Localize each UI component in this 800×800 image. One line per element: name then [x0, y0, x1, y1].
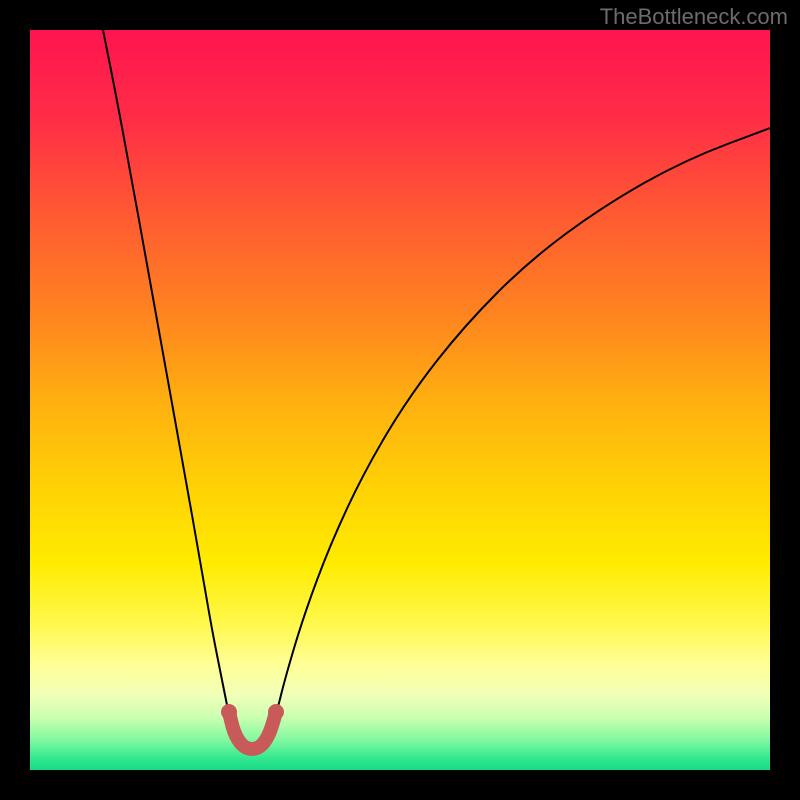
emphasis-u	[229, 712, 276, 749]
plot-area	[30, 30, 770, 770]
emphasis-dot	[221, 704, 237, 720]
chart-overlay	[30, 30, 770, 770]
emphasis-dots	[221, 704, 284, 720]
bottleneck-curve	[103, 30, 770, 749]
emphasis-dot	[268, 704, 284, 720]
watermark-text: TheBottleneck.com	[600, 4, 788, 30]
